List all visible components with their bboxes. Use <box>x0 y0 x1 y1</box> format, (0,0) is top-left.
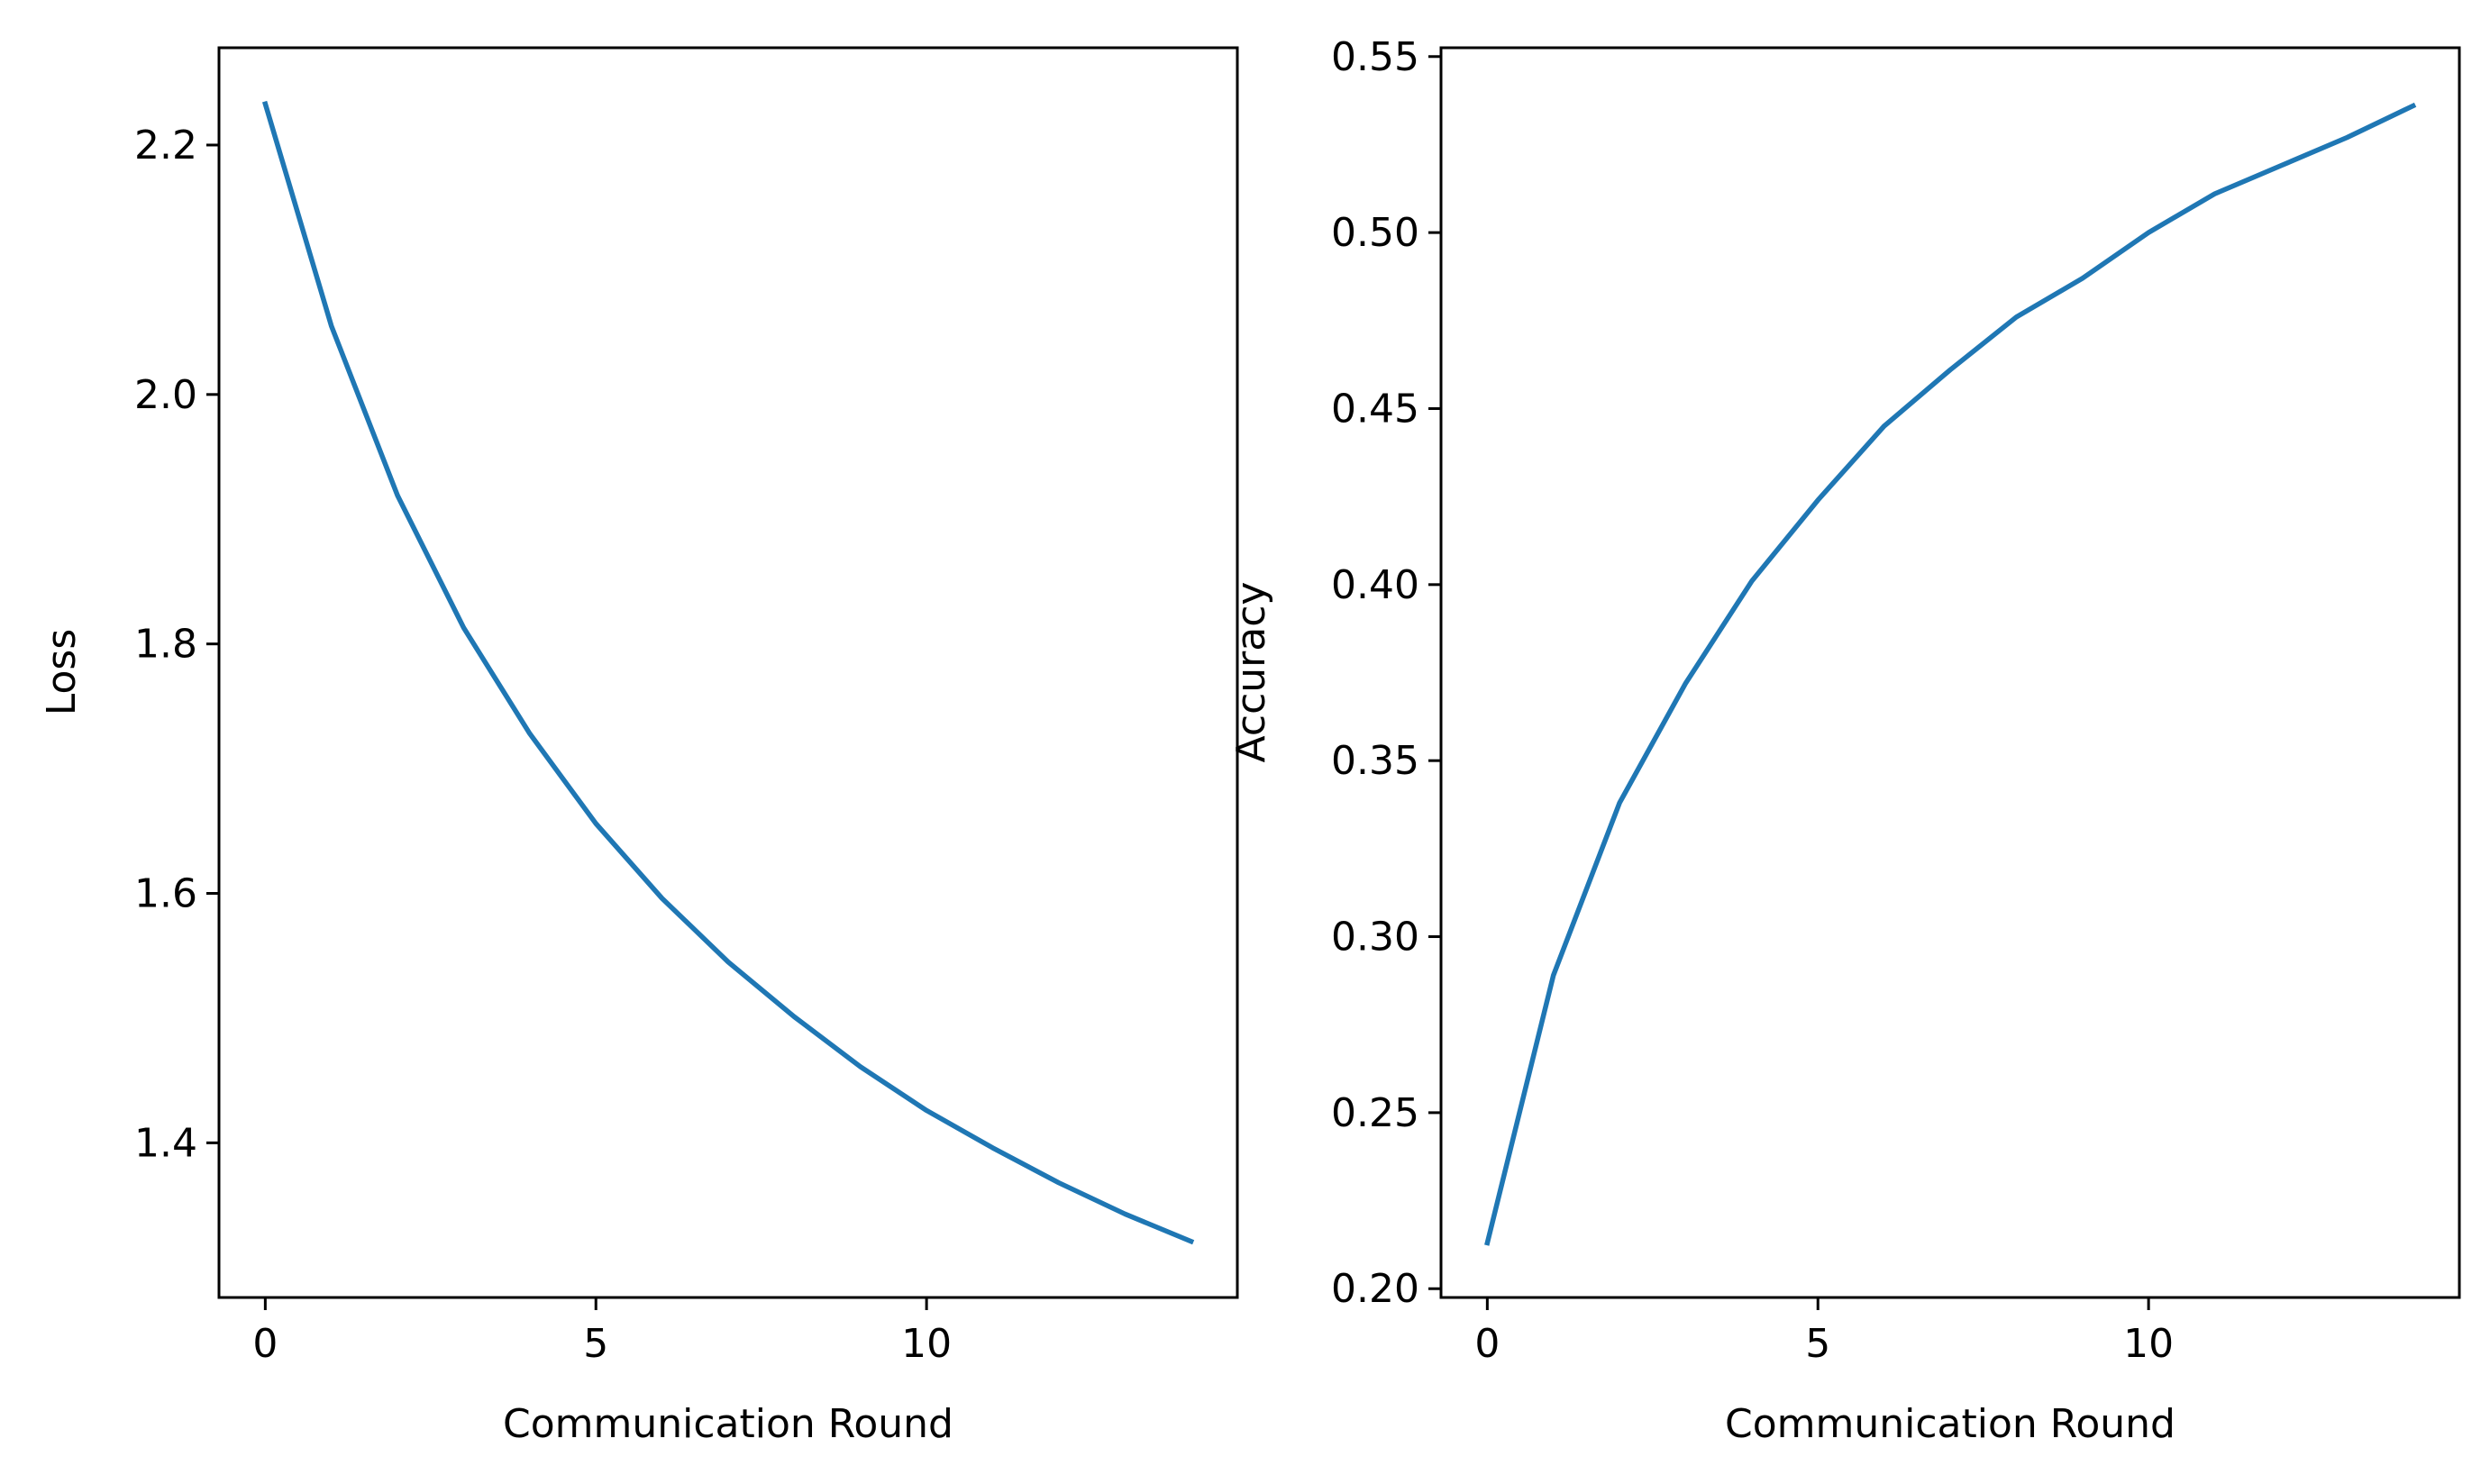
accuracy-y-tick-label: 0.35 <box>1331 738 1419 784</box>
loss-y-tick-label: 2.0 <box>134 372 197 418</box>
accuracy-y-axis-label: Accuracy <box>1228 582 1274 763</box>
accuracy-y-tick-label: 0.45 <box>1331 386 1419 432</box>
loss-y-tick-label: 1.8 <box>134 622 197 668</box>
accuracy-x-tick-label: 0 <box>1474 1321 1500 1367</box>
loss-y-tick-label: 2.2 <box>134 123 197 168</box>
accuracy-x-tick-label: 5 <box>1805 1321 1830 1367</box>
accuracy-y-tick-label: 0.20 <box>1331 1266 1419 1312</box>
loss-y-ticks: 1.4 1.6 1.8 2.0 2.2 <box>134 123 219 1166</box>
loss-x-tick-label: 0 <box>252 1321 278 1367</box>
accuracy-y-tick-label: 0.25 <box>1331 1090 1419 1136</box>
loss-x-axis-label: Communication Round <box>503 1401 953 1447</box>
loss-x-tick-label: 10 <box>901 1321 952 1367</box>
accuracy-panel: 0 5 10 0.20 0.25 0.30 0.35 0.40 0.45 0.50 0.55 Co… <box>1228 34 2461 1447</box>
accuracy-x-ticks: 0 5 10 <box>1474 1297 2174 1367</box>
accuracy-series-line <box>1484 102 2417 1246</box>
loss-x-tick-label: 5 <box>583 1321 608 1367</box>
accuracy-axes-frame <box>1439 46 2461 1299</box>
loss-y-tick-label: 1.4 <box>134 1120 197 1166</box>
accuracy-y-tick-label: 0.40 <box>1331 562 1419 608</box>
accuracy-y-tick-label: 0.55 <box>1331 34 1419 80</box>
loss-plot-area <box>261 100 1195 1245</box>
loss-series-line <box>261 100 1195 1245</box>
loss-panel: 0 5 10 1.4 1.6 1.8 2.0 2.2 Communication Round… <box>39 46 1239 1447</box>
accuracy-x-tick-label: 10 <box>2123 1321 2174 1367</box>
accuracy-y-ticks: 0.20 0.25 0.30 0.35 0.40 0.45 0.50 0.55 <box>1331 34 1441 1312</box>
loss-x-ticks: 0 5 10 <box>252 1297 952 1367</box>
loss-axes-frame <box>217 46 1239 1299</box>
loss-y-tick-label: 1.6 <box>134 871 197 917</box>
accuracy-plot-area <box>1484 102 2417 1246</box>
accuracy-x-axis-label: Communication Round <box>1725 1401 2175 1447</box>
accuracy-y-tick-label: 0.30 <box>1331 915 1419 961</box>
loss-y-axis-label: Loss <box>39 629 85 716</box>
accuracy-y-tick-label: 0.50 <box>1331 210 1419 256</box>
